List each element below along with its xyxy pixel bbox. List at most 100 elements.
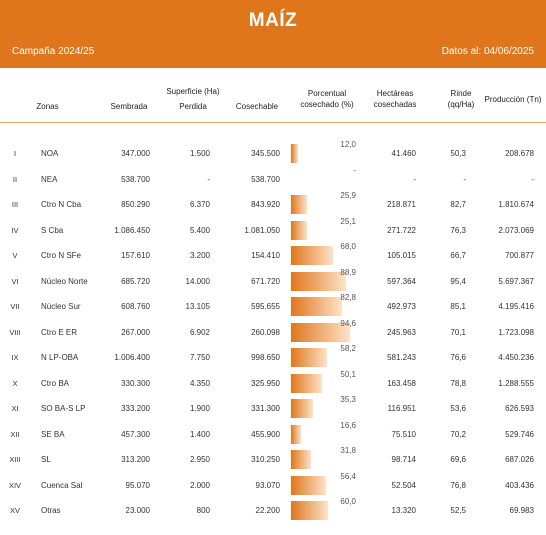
produccion-value: 529.746	[505, 429, 534, 439]
table-row: 82,8 VII Núcleo Sur 608.760 13.105 595.655 492…	[0, 293, 546, 319]
row-number: III	[11, 200, 19, 209]
row-number: I	[13, 149, 17, 158]
cosechable-value: 671.720	[251, 276, 280, 286]
progress-bar	[291, 220, 307, 240]
produccion-value: 69.983	[509, 506, 534, 515]
produccion-value: 687.026	[505, 455, 534, 464]
perdida-value: 6.902	[189, 327, 210, 337]
cosechable-value: 843.920	[251, 200, 280, 209]
perdida-value: 5.400	[189, 225, 210, 235]
zona-name: N LP-OBA	[41, 353, 79, 362]
sembrada-value: 538.700	[121, 174, 150, 184]
table-row: 50,1 X Ctro BA 330.300 4.350 325.950 163.458 78…	[0, 369, 546, 396]
progress-bar	[291, 450, 311, 469]
header-hectareas-1: Hectáreas	[376, 89, 414, 98]
cosechable-value: 595.655	[251, 302, 280, 311]
porcentual-value: 31,8	[340, 446, 356, 455]
progress-bar	[291, 195, 308, 214]
cosechable-value: 455.900	[251, 429, 280, 439]
porcentual-value: 25,1	[340, 216, 356, 226]
sembrada-value: 333.200	[121, 404, 150, 413]
perdida-value: 1.400	[189, 429, 210, 439]
zona-name: Ctro N SFe	[41, 251, 82, 260]
porcentual-value: 12,0	[340, 140, 356, 149]
rinde-value: -	[463, 174, 466, 184]
porcentual-value: 94,6	[340, 318, 356, 328]
table-row: 68,0 V Ctro N SFe 157.610 3.200 154.410 105.01…	[0, 242, 546, 268]
table-row: 35,3 XI SO BA-S LP 333.200 1.900 331.300 116.9…	[0, 395, 546, 421]
zona-name: Núcleo Norte	[41, 276, 88, 286]
row-number: XI	[11, 404, 19, 413]
zona-name: SO BA-S LP	[41, 404, 86, 413]
hectareas-value: 52.504	[391, 480, 416, 490]
zona-name: Otras	[41, 506, 61, 515]
hectareas-value: 98.714	[391, 455, 416, 464]
perdida-value: 1.500	[189, 149, 210, 158]
rinde-value: 76,6	[450, 353, 466, 362]
produccion-value: 2.073.069	[498, 225, 534, 235]
porcentual-value: 25,9	[340, 191, 356, 200]
sembrada-value: 95.070	[125, 480, 150, 490]
porcentual-value: 68,0	[340, 242, 356, 251]
hectareas-value: 492.973	[387, 302, 416, 311]
progress-bar	[291, 348, 328, 367]
perdida-value: 1.900	[189, 404, 210, 413]
hectareas-value: 116.951	[387, 404, 416, 413]
header-rinde-2: (qq/Ha)	[447, 100, 475, 109]
row-number: V	[12, 251, 18, 260]
hectareas-value: 105.015	[387, 251, 416, 260]
porcentual-value: 50,1	[340, 369, 356, 379]
perdida-value: 14.000	[185, 276, 210, 286]
hectareas-value: 13.320	[391, 506, 416, 515]
sembrada-value: 347.000	[121, 149, 150, 158]
rinde-value: 70,1	[450, 327, 466, 337]
rinde-value: 66,7	[450, 251, 466, 260]
sembrada-value: 267.000	[121, 327, 150, 337]
perdida-value: 2.000	[189, 480, 210, 490]
produccion-value: 403.436	[505, 480, 534, 490]
hectareas-value: 245.963	[387, 327, 416, 337]
cosechable-value: 998.650	[251, 353, 280, 362]
hectareas-value: 218.871	[387, 200, 416, 209]
sembrada-value: 1.086.450	[114, 225, 150, 235]
rinde-value: 69,6	[450, 455, 466, 464]
row-number: XV	[9, 506, 20, 515]
produccion-value: 626.593	[505, 404, 534, 413]
produccion-value: 1.723.098	[498, 327, 534, 337]
table-row: 58,2 IX N LP-OBA 1.006.400 7.750 998.650 581.2…	[0, 344, 546, 370]
rinde-value: 70,2	[450, 429, 466, 439]
row-number: VI	[11, 276, 19, 286]
table-row: 56,4 XIV Cuenca Sal 95.070 2.000 93.070 52.504…	[0, 472, 546, 498]
perdida-value: 4.350	[189, 378, 210, 388]
sembrada-value: 330.300	[121, 378, 150, 388]
table-row: 88,9 VI Núcleo Norte 685.720 14.000 671.720 59…	[0, 268, 546, 294]
row-number: VIII	[9, 327, 21, 337]
zona-name: Ctro N Cba	[41, 200, 82, 209]
hectareas-value: 41.460	[391, 149, 416, 158]
campaign-label: Campaña 2024/25	[12, 46, 95, 57]
produccion-value: -	[531, 174, 534, 184]
table-row: 16,6 XII SE BA 457.300 1.400 455.900 75.510 70,…	[0, 421, 546, 447]
progress-bar	[291, 246, 334, 265]
table-row: 94,6 VIII Ctro E ER 267.000 6.902 260.098 245.…	[0, 318, 546, 345]
hectareas-value: 597.364	[387, 276, 416, 286]
porcentual-value: 60,0	[340, 497, 356, 506]
table-row: 31,8 XIII SL 313.200 2.950 310.250 98.714 69,6 6…	[0, 446, 546, 472]
sembrada-value: 1.006.400	[114, 353, 150, 362]
zona-name: Núcleo Sur	[41, 302, 81, 311]
row-number: IX	[11, 353, 19, 362]
perdida-value: 800	[196, 506, 210, 515]
table-row: 25,1 IV S Cba 1.086.450 5.400 1.081.050 271.72…	[0, 216, 546, 243]
row-number: II	[12, 174, 18, 184]
porcentual-value: 35,3	[340, 395, 356, 404]
progress-bar	[291, 373, 323, 393]
rinde-value: 53,6	[450, 404, 466, 413]
perdida-value: -	[207, 174, 210, 184]
header-porcentual-1: Porcentual	[307, 89, 347, 98]
header-rinde-1: Rinde	[450, 89, 472, 98]
porcentual-value: -	[353, 165, 356, 175]
table-row: - II NEA 538.700 - 538.700 - - -	[0, 165, 546, 192]
progress-bar	[291, 271, 347, 291]
cosechable-value: 260.098	[251, 327, 280, 337]
produccion-value: 1.288.555	[498, 378, 534, 388]
